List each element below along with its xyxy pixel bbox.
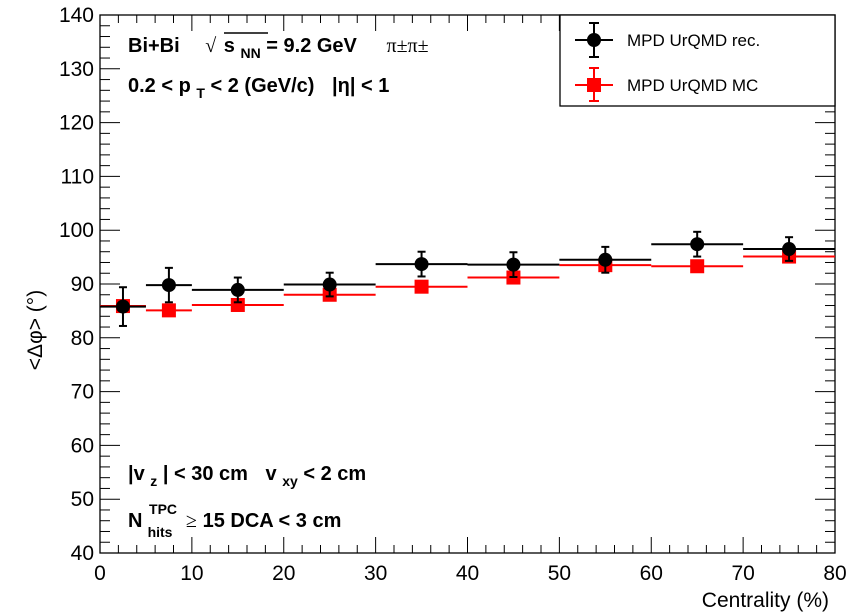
x-tick-label: 80: [823, 562, 846, 585]
data-point-circle: [230, 282, 245, 297]
y-tick-label: 90: [71, 273, 94, 296]
y-tick-label: 100: [59, 219, 94, 242]
x-tick-labels: 0 10 20 30 40 50 60 70 80: [94, 562, 847, 585]
data-point-circle: [506, 257, 521, 272]
vxy-cut: v: [266, 463, 278, 485]
legend-mc-label: MPD UrQMD MC: [627, 76, 758, 95]
y-tick-label: 60: [71, 434, 94, 457]
x-tick-label: 60: [640, 562, 663, 585]
pt-sub: T: [196, 85, 205, 101]
nhits-dca-cut: 15 DCA < 3 cm: [203, 510, 342, 532]
data-point-square: [690, 259, 705, 274]
x-tick-label: 70: [731, 562, 754, 585]
track-cuts: N TPC hits ≥ 15 DCA < 3 cm: [128, 497, 341, 542]
y-tick-label: 120: [59, 112, 94, 135]
x-tick-label: 40: [456, 562, 479, 585]
data-point-circle: [115, 299, 130, 314]
legend-rec-label: MPD UrQMD rec.: [627, 31, 760, 50]
series-layer: [100, 230, 835, 327]
x-axis-title: Centrality (%): [702, 589, 829, 612]
kinematic-cuts: 0.2 < p T < 2 (GeV/c) |η| < 1: [128, 75, 389, 103]
particle-label: π±π±: [386, 35, 428, 57]
y-tick-label: 110: [61, 165, 94, 188]
data-point-circle: [414, 257, 429, 272]
y-tick-label: 140: [59, 4, 94, 27]
data-point-circle: [161, 278, 176, 293]
y-axis-title: <Δφ> (°): [24, 290, 47, 370]
nhits-symbol: N: [128, 510, 142, 532]
energy-s: s: [224, 35, 235, 57]
y-tick-label: 70: [71, 381, 94, 404]
y-tick-labels: 40 50 60 70 80 90 100 110 120 130 140: [59, 4, 94, 565]
legend-rec-marker: [587, 33, 601, 47]
nhits-sub: hits: [148, 524, 173, 540]
series-mc: [100, 249, 835, 318]
legend: MPD UrQMD rec. MPD UrQMD MC: [559, 14, 836, 107]
vz-cut-end: | < 30 cm: [163, 463, 248, 485]
data-point-circle: [782, 242, 797, 257]
data-point-circle: [322, 277, 337, 292]
vxy-cut-end: < 2 cm: [303, 463, 366, 485]
geq-symbol: ≥: [186, 510, 197, 532]
legend-entry-mc: MPD UrQMD MC: [575, 67, 758, 102]
legend-entry-rec: MPD UrQMD rec.: [575, 22, 760, 58]
collision-label: Bi+Bi √ s NN = 9.2 GeV π±π±: [128, 35, 429, 63]
y-tick-label: 130: [59, 58, 94, 81]
vertex-cuts: |v z | < 30 cm v xy < 2 cm: [128, 463, 366, 491]
vz-sub: z: [150, 473, 157, 489]
data-point-square: [161, 303, 176, 318]
nhits-sup: TPC: [149, 501, 177, 517]
x-tick-label: 30: [364, 562, 387, 585]
axis-ticks: [99, 14, 836, 554]
data-point-circle: [598, 252, 613, 267]
x-tick-label: 0: [94, 562, 106, 585]
x-tick-label: 20: [272, 562, 295, 585]
legend-box: [559, 14, 836, 107]
system-label: Bi+Bi: [128, 35, 180, 57]
data-point-square: [414, 279, 429, 294]
x-tick-label: 50: [548, 562, 571, 585]
vz-cut: |v: [128, 463, 146, 485]
x-tick-label: 10: [180, 562, 203, 585]
legend-mc-marker: [587, 78, 601, 92]
data-point-circle: [690, 237, 705, 252]
energy-sub: NN: [240, 45, 260, 61]
y-tick-label: 40: [71, 542, 94, 565]
pt-cut: 0.2 < p: [128, 75, 191, 97]
series-rec: [100, 230, 835, 327]
y-tick-label: 50: [71, 488, 94, 511]
sqrt-symbol: √: [205, 35, 216, 57]
vxy-sub: xy: [282, 473, 298, 489]
pt-cut-end: < 2 (GeV/c): [211, 75, 315, 97]
eta-cut: |η| < 1: [332, 75, 389, 97]
y-tick-label: 80: [71, 327, 94, 350]
energy-value: = 9.2 GeV: [266, 35, 357, 57]
